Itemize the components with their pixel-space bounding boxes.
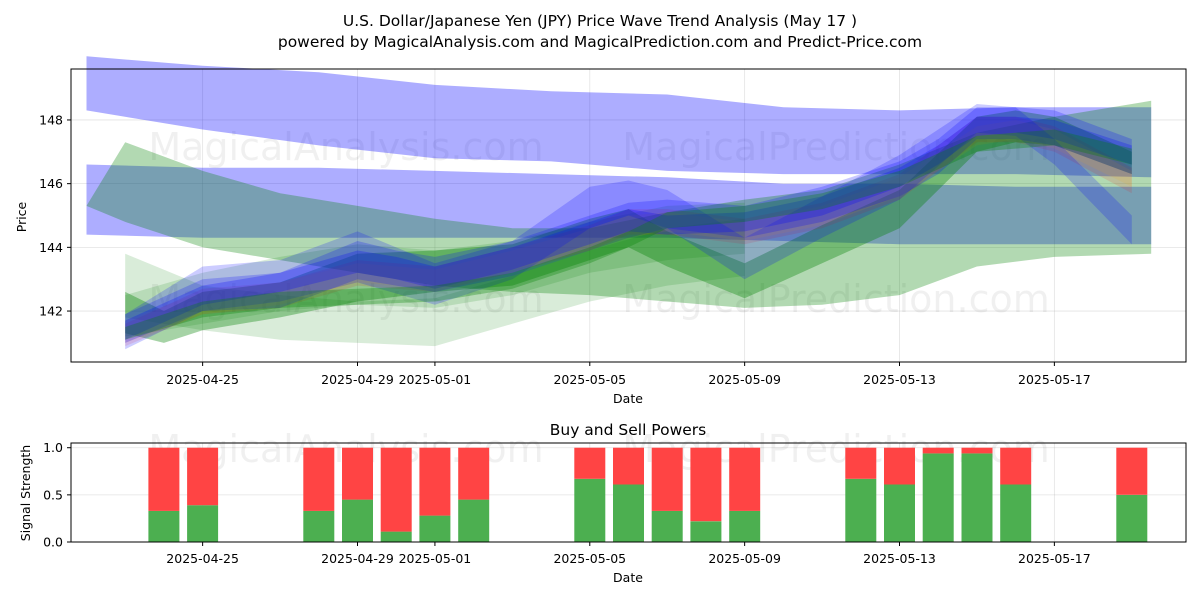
price-y-tick-label: 144 bbox=[39, 240, 63, 255]
watermark-mid-right: MagicalPrediction.com bbox=[622, 277, 1050, 321]
buy-power-bar bbox=[342, 499, 373, 542]
price-x-tick-label: 2025-05-13 bbox=[863, 372, 936, 387]
sell-power-bar bbox=[380, 447, 412, 532]
price-x-tick-label: 2025-05-05 bbox=[553, 372, 626, 387]
price-plot-frame bbox=[70, 68, 1187, 363]
signal-x-tick-label: 2025-05-17 bbox=[1018, 551, 1091, 566]
buy-power-bar bbox=[187, 505, 219, 542]
buy-power-bar bbox=[1116, 494, 1148, 542]
buy-power-bar bbox=[303, 510, 335, 542]
price-x-label: Date bbox=[613, 391, 643, 406]
watermark-top-left: MagicalAnalysis.com bbox=[148, 125, 543, 169]
price-wave-band-8 bbox=[125, 104, 1132, 350]
signal-panel: Buy and Sell Powers MagicalAnalysis.com … bbox=[18, 421, 1187, 585]
signal-y-label: Signal Strength bbox=[18, 445, 33, 541]
price-wave-band-2 bbox=[86, 100, 1152, 308]
price-plot-background bbox=[71, 69, 1186, 362]
signal-x-tick-label: 2025-05-09 bbox=[708, 551, 781, 566]
price-wave-band-4 bbox=[125, 202, 745, 337]
watermark-top-right: MagicalPrediction.com bbox=[622, 125, 1050, 169]
sell-power-bar bbox=[1000, 447, 1032, 485]
price-wave-band-7 bbox=[125, 120, 1132, 343]
sell-power-bar bbox=[303, 447, 335, 511]
signal-x-tick-label: 2025-05-13 bbox=[863, 551, 936, 566]
price-y-tick-label: 148 bbox=[39, 112, 63, 127]
sell-power-bar bbox=[845, 447, 877, 479]
signal-x-tick-label: 2025-05-05 bbox=[553, 551, 626, 566]
signal-title: Buy and Sell Powers bbox=[550, 421, 707, 439]
signal-y-tick-label: 1.0 bbox=[43, 440, 63, 455]
price-wave-band-11 bbox=[125, 129, 1132, 340]
buy-power-bar bbox=[884, 484, 915, 542]
chart-title: U.S. Dollar/Japanese Yen (JPY) Price Wav… bbox=[343, 12, 857, 30]
sell-power-bar bbox=[613, 447, 644, 485]
signal-x-tick-label: 2025-05-01 bbox=[399, 551, 472, 566]
price-wave-band-3 bbox=[125, 218, 745, 347]
price-wave-band-0 bbox=[86, 56, 1152, 178]
price-x-tick-label: 2025-05-09 bbox=[708, 372, 781, 387]
buy-power-bar bbox=[458, 499, 490, 542]
buy-power-bar bbox=[690, 521, 722, 542]
signal-bars bbox=[148, 447, 1148, 542]
sell-power-bar bbox=[690, 447, 722, 522]
buy-power-bar bbox=[148, 510, 180, 542]
buy-power-bar bbox=[651, 510, 683, 542]
price-x-tick-label: 2025-04-25 bbox=[166, 372, 239, 387]
buy-power-bar bbox=[845, 478, 877, 542]
price-y-label: Price bbox=[14, 201, 29, 232]
price-y-tick-label: 146 bbox=[39, 176, 63, 191]
buy-power-bar bbox=[961, 453, 993, 542]
signal-plot-frame bbox=[70, 442, 1187, 543]
signal-x-tick-label: 2025-04-25 bbox=[166, 551, 239, 566]
buy-power-bar bbox=[922, 453, 954, 542]
watermark-mid-left: MagicalAnalysis.com bbox=[148, 277, 543, 321]
price-wave-band-9 bbox=[125, 107, 1132, 343]
price-x-tick-label: 2025-05-17 bbox=[1018, 372, 1091, 387]
buy-power-bar bbox=[574, 478, 606, 542]
sell-power-bar bbox=[651, 447, 683, 511]
price-x-ticks: 2025-04-25 2025-04-29 2025-05-01 2025-05-05… bbox=[166, 362, 1091, 387]
signal-y-tick-label: 0.0 bbox=[43, 535, 63, 550]
signal-x-tick-label: 2025-04-29 bbox=[321, 551, 394, 566]
sell-power-bar bbox=[574, 447, 606, 479]
sell-power-bar bbox=[458, 447, 490, 500]
sell-power-bar bbox=[148, 447, 180, 511]
buy-power-bar bbox=[419, 515, 451, 542]
buy-power-bar bbox=[613, 484, 644, 542]
price-y-ticks: 142 144 146 148 bbox=[39, 112, 71, 319]
signal-x-ticks: 2025-04-25 2025-04-29 2025-05-01 2025-05-05… bbox=[166, 542, 1091, 566]
price-x-tick-label: 2025-05-01 bbox=[399, 372, 472, 387]
price-y-tick-label: 142 bbox=[39, 304, 63, 319]
signal-y-ticks: 0.0 0.5 1.0 bbox=[43, 440, 71, 550]
price-x-tick-label: 2025-04-29 bbox=[321, 372, 394, 387]
buy-power-bar bbox=[380, 531, 412, 542]
signal-x-label: Date bbox=[613, 570, 643, 585]
price-bands bbox=[86, 56, 1152, 350]
price-panel: MagicalAnalysis.com MagicalPrediction.co… bbox=[14, 56, 1187, 406]
price-wave-band-6 bbox=[125, 116, 1132, 347]
sell-power-bar bbox=[729, 447, 761, 511]
price-wave-band-5 bbox=[125, 110, 1132, 343]
sell-power-bar bbox=[342, 447, 373, 500]
price-wave-band-10 bbox=[125, 116, 1132, 340]
sell-power-bar bbox=[1116, 447, 1148, 495]
price-wave-band-1 bbox=[86, 164, 1152, 245]
buy-power-bar bbox=[729, 510, 761, 542]
price-grid bbox=[71, 69, 1186, 362]
sell-power-bar bbox=[187, 447, 219, 506]
sell-power-bar bbox=[922, 447, 954, 454]
sell-power-bar bbox=[961, 447, 993, 454]
signal-y-tick-label: 0.5 bbox=[43, 487, 63, 502]
buy-power-bar bbox=[1000, 484, 1032, 542]
sell-power-bar bbox=[884, 447, 915, 485]
sell-power-bar bbox=[419, 447, 451, 516]
chart-subtitle: powered by MagicalAnalysis.com and Magic… bbox=[278, 33, 922, 51]
